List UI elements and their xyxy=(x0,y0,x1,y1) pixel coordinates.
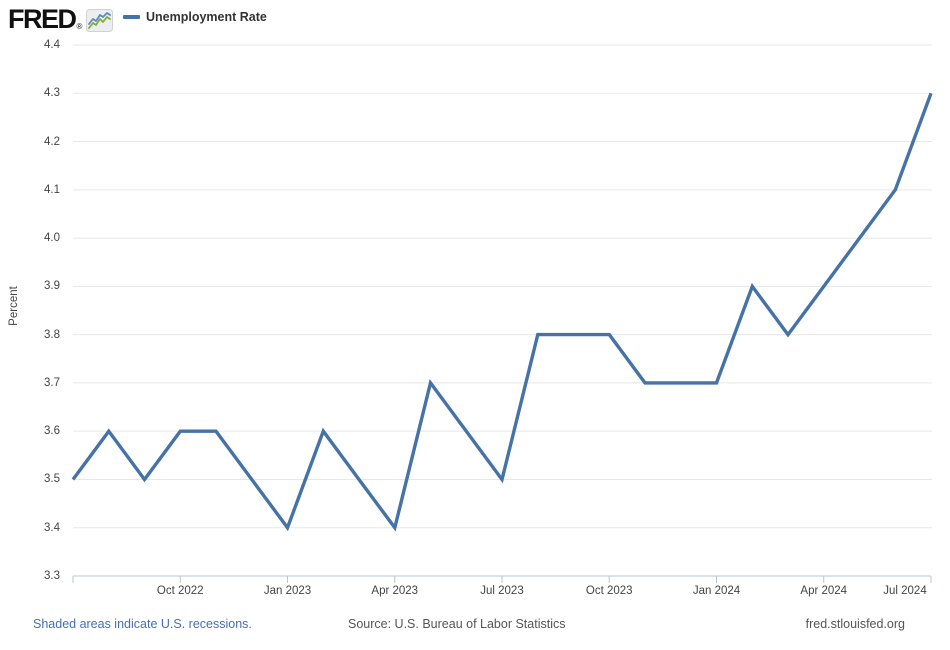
x-tick-label: Jul 2023 xyxy=(480,585,524,597)
x-tick-label: Oct 2023 xyxy=(585,585,633,597)
fred-logo-text: FRED xyxy=(8,4,77,34)
y-tick-label: 4.2 xyxy=(44,135,60,148)
y-tick-label: 4.0 xyxy=(44,232,60,245)
plot-area[interactable] xyxy=(73,45,932,576)
x-tick-label: Oct 2022 xyxy=(156,585,204,597)
fred-logo[interactable]: FRED ® xyxy=(8,2,114,36)
y-tick-label: 3.4 xyxy=(44,521,60,534)
legend-item-unemployment-rate[interactable]: Unemployment Rate xyxy=(123,10,267,24)
fred-site-link[interactable]: fred.stlouisfed.org xyxy=(805,617,905,631)
y-tick-label: 3.8 xyxy=(44,328,60,341)
x-tick-label: Jul 2024 xyxy=(883,585,927,597)
unemployment-rate-line xyxy=(71,92,933,532)
y-tick-label: 4.4 xyxy=(44,39,60,51)
y-axis-title: Percent xyxy=(8,286,20,326)
y-tick-label: 3.7 xyxy=(44,376,60,389)
y-tick-label: 4.1 xyxy=(44,183,60,196)
chart-footer: Shaded areas indicate U.S. recessions. S… xyxy=(0,614,950,638)
chart-header: FRED ® Unemployment Rate xyxy=(0,0,950,40)
sparkline-chart-icon xyxy=(86,8,114,32)
x-tick-label: Apr 2023 xyxy=(371,585,419,597)
y-tick-label: 3.6 xyxy=(44,425,60,438)
registered-trademark: ® xyxy=(76,22,83,31)
x-tick-label: Jan 2023 xyxy=(263,585,312,597)
y-tick-label: 4.3 xyxy=(44,87,60,100)
y-tick-label: 3.5 xyxy=(44,473,60,486)
legend-series-label: Unemployment Rate xyxy=(146,10,267,24)
legend-line-marker xyxy=(123,15,140,19)
x-tick-label: Apr 2024 xyxy=(800,585,848,597)
y-tick-label: 3.3 xyxy=(44,570,60,582)
x-tick-label: Jan 2024 xyxy=(692,585,741,597)
recession-note-link[interactable]: Shaded areas indicate U.S. recessions. xyxy=(33,617,252,631)
y-tick-label: 3.9 xyxy=(44,280,60,293)
source-attribution: Source: U.S. Bureau of Labor Statistics xyxy=(348,617,566,631)
